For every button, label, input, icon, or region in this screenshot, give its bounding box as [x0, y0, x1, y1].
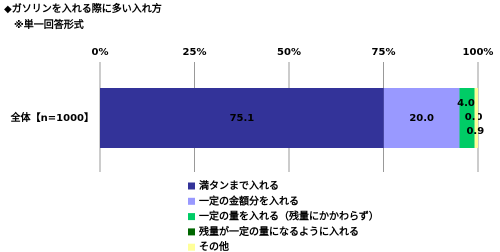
legend-label: その他: [199, 240, 229, 252]
bar-segment: [383, 88, 460, 148]
data-label: 0.9: [466, 126, 484, 137]
data-label: 75.1: [230, 113, 255, 124]
legend-label: 残量が一定の量になるように入れる: [199, 225, 359, 238]
bar-segment: [100, 88, 384, 148]
legend-label: 一定の量を入れる（残量にかかわらず）: [199, 210, 379, 223]
x-tick-label: 0%: [92, 47, 109, 58]
legend-swatch: [188, 197, 195, 205]
legend-swatch: [188, 243, 195, 251]
x-tick-label: 75%: [372, 47, 396, 58]
data-label: 0.0: [465, 112, 483, 123]
data-label: 20.0: [409, 113, 434, 124]
y-tick-label: 全体【n=1000】: [10, 111, 94, 124]
legend-swatch: [188, 228, 195, 236]
chart-subtitle: ※単一回答形式: [14, 18, 84, 31]
data-label: 4.0: [457, 98, 475, 109]
x-tick-label: 25%: [183, 47, 207, 58]
legend-swatch: [188, 182, 195, 190]
legend-label: 一定の金額分を入れる: [199, 194, 299, 207]
chart-title: ◆ガソリンを入れる際に多い入れ方: [4, 2, 162, 15]
x-tick-label: 50%: [277, 47, 301, 58]
legend-label: 満タンまで入れる: [199, 179, 279, 192]
legend-swatch: [188, 213, 195, 221]
bar-segment: [459, 88, 475, 148]
x-tick-label: 100%: [463, 47, 494, 58]
bar-segment: [474, 88, 478, 148]
